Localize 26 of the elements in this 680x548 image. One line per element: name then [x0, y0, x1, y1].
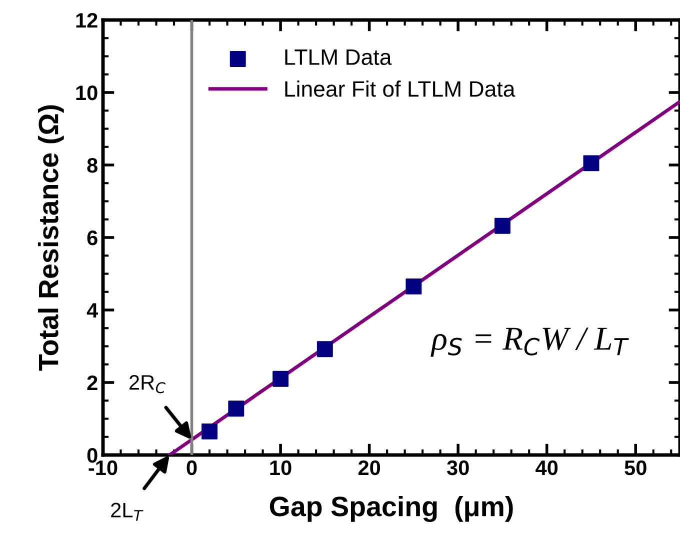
x-tick-label: 0: [186, 460, 197, 476]
x-tick-label: 30: [446, 460, 469, 476]
point: [406, 278, 422, 294]
x-tick-label: 50: [624, 460, 646, 476]
y-tick-label: 12: [76, 13, 98, 28]
point: [228, 400, 244, 417]
legend-label: LTLM Data: [285, 50, 392, 66]
point: [202, 423, 218, 440]
y-tick-label: 10: [76, 86, 98, 100]
x-tick-label: 10: [270, 460, 292, 476]
annotation: ρ$_{S}$ = R$_{C}$W / L$_{T}$: [430, 328, 629, 357]
y-tick-label: 2: [87, 376, 98, 390]
point: [583, 155, 600, 172]
y-tick-label: 8: [87, 158, 98, 173]
annotation: 2R$_{C}$: [130, 375, 166, 394]
legend-label: Linear Fit of LTLM Data: [285, 80, 516, 97]
point: [494, 218, 510, 234]
y-axis-title: Total Resistance (Ω): [38, 105, 64, 371]
y-tick-label: 4: [86, 303, 98, 318]
annotation: 2L$_{T}$: [111, 502, 144, 521]
x-tick-label: 20: [358, 460, 380, 476]
point: [316, 341, 333, 358]
y-tick-label: 6: [87, 230, 98, 246]
x-axis-title: Gap Spacing (μm): [270, 496, 513, 522]
point: [272, 370, 289, 387]
x-tick-label: 40: [536, 460, 558, 476]
